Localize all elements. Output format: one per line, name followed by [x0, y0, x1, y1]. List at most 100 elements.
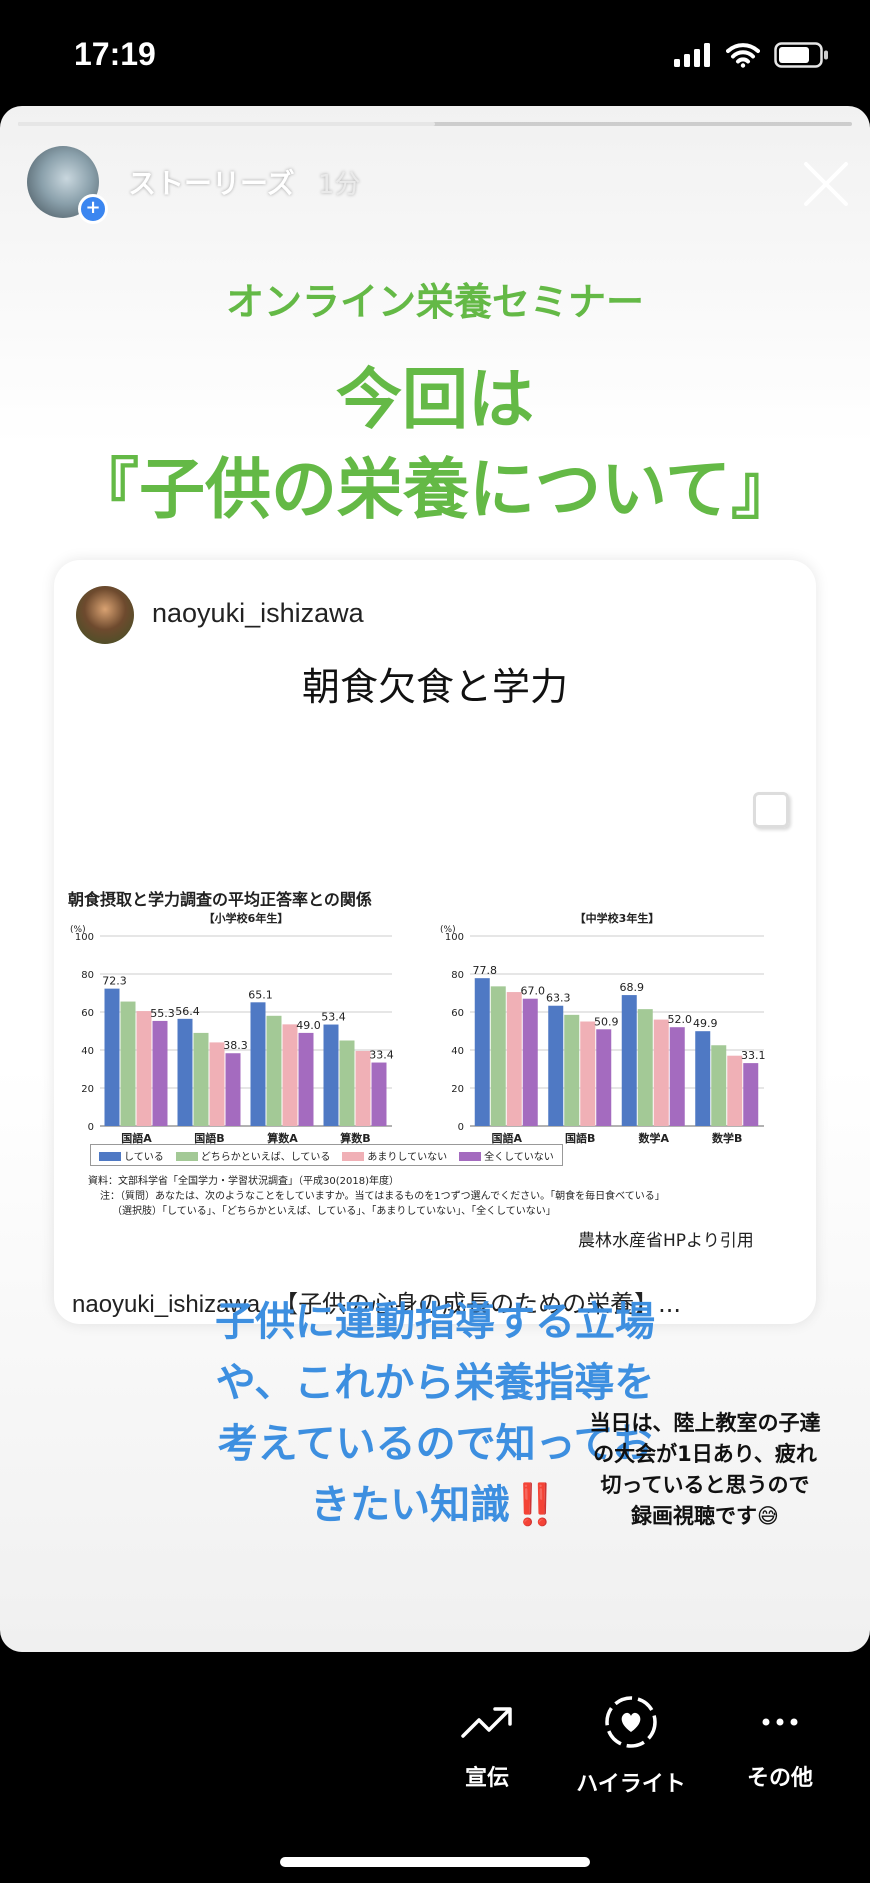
bar	[727, 1055, 743, 1126]
y-axis-unit: (%)	[70, 925, 86, 935]
y-tick-label: 40	[81, 1046, 94, 1057]
bar	[564, 1014, 580, 1126]
data-label: 38.3	[223, 1039, 248, 1052]
message-line-3: 考えているので知ってお	[217, 1421, 653, 1467]
legend-swatch	[175, 1152, 198, 1161]
data-label: 52.0	[668, 1013, 693, 1026]
post-username: naoyuki_ishizawa	[152, 598, 364, 628]
status-icons	[674, 42, 830, 68]
x-tick-label: 数学B	[712, 1131, 742, 1144]
heart-circle-icon	[605, 1696, 657, 1748]
message-line-2: や、これから栄養指導を	[215, 1360, 655, 1406]
promote-button[interactable]: 宣伝	[412, 1700, 562, 1792]
data-label: 33.4	[369, 1049, 394, 1062]
breakfast-score-chart: 【小学校6年生】 (%) 0 20 40 60 80 100 72.3 55.3 国語A 56.4 38…	[70, 912, 766, 1144]
bar	[152, 1020, 168, 1126]
post-slide-title: 朝食欠食と学力	[301, 665, 568, 709]
bar	[193, 1032, 209, 1126]
bar	[522, 998, 538, 1126]
chart-title: 【小学校6年生】	[204, 912, 289, 925]
data-label: 63.3	[546, 992, 571, 1005]
bar	[637, 1009, 653, 1126]
bar	[120, 1001, 136, 1126]
side-note-line-2: の大会が1日あり、疲れ	[593, 1442, 817, 1466]
y-tick-label: 0	[458, 1122, 464, 1133]
battery-icon	[774, 42, 828, 68]
x-tick-label: 国語A	[121, 1131, 152, 1144]
message-line-4-text: きたい知識	[310, 1482, 511, 1528]
chart-legend: している どちらかといえば、している あまりしていない 全くしていない	[90, 1144, 563, 1166]
bar	[355, 1050, 371, 1126]
post-author-avatar	[76, 586, 134, 644]
bar	[669, 1027, 685, 1126]
bar	[743, 1063, 759, 1126]
story-account-label[interactable]: ストーリーズ	[128, 167, 295, 200]
legend-label: あまりしていない	[367, 1151, 448, 1163]
data-label: 56.4	[175, 1005, 200, 1018]
bar	[266, 1015, 282, 1126]
post-caption: naoyuki_ishizawa 【子供の心身の成長のための栄養】...	[72, 1284, 681, 1319]
data-label: 50.9	[594, 1015, 619, 1028]
legend-item: 全くしていない	[459, 1148, 554, 1163]
story-view[interactable]: + ストーリーズ 1分 オンライン栄養セミナー 今回は 『子供の栄養について』 …	[0, 106, 870, 1652]
y-axis-unit: (%)	[440, 925, 456, 935]
bar	[474, 978, 490, 1126]
data-label: 33.1	[741, 1049, 766, 1062]
story-timestamp: 1分	[318, 170, 361, 200]
x-tick-label: 国語B	[194, 1131, 224, 1144]
message-line-4: きたい知識‼️	[0, 1472, 870, 1530]
multi-image-icon	[753, 792, 789, 828]
title-line-2: 『子供の栄養について』	[72, 451, 798, 528]
bar	[298, 1032, 314, 1126]
legend-label: 全くしていない	[484, 1151, 554, 1163]
signal-icon	[674, 43, 710, 67]
data-label: 49.0	[296, 1019, 321, 1032]
bar	[282, 1024, 298, 1126]
status-bar: 17:19	[0, 0, 870, 104]
highlight-button[interactable]: ハイライト	[556, 1696, 706, 1798]
x-tick-label: 算数A	[266, 1131, 298, 1144]
home-indicator[interactable]	[280, 1857, 590, 1867]
bar	[711, 1045, 727, 1126]
chart-title: 【中学校3年生】	[575, 912, 660, 925]
legend-swatch	[342, 1152, 365, 1161]
chart-note-options: （選択肢）「している」、「どちらかといえば、している」、「あまりしていない」、「…	[112, 1206, 556, 1217]
bar	[548, 1005, 564, 1126]
bar	[621, 995, 637, 1126]
y-tick-label: 80	[451, 970, 464, 981]
y-tick-label: 60	[81, 1008, 94, 1019]
x-tick-label: 国語A	[491, 1131, 522, 1144]
data-label: 77.8	[473, 964, 498, 977]
chart-note-source: 資料：文部科学省「全国学力・学習状況調査」（平成30(2018)年度）	[88, 1176, 399, 1187]
y-tick-label: 40	[451, 1046, 464, 1057]
highlight-label: ハイライト	[576, 1772, 686, 1797]
status-time: 17:19	[74, 36, 156, 72]
add-story-plus-icon[interactable]: +	[78, 194, 108, 224]
bar	[104, 988, 120, 1126]
data-label: 53.4	[321, 1011, 346, 1024]
story-progress-fill	[18, 122, 435, 126]
close-icon[interactable]	[800, 158, 852, 210]
bar	[580, 1021, 596, 1126]
data-label: 67.0	[521, 985, 546, 998]
caption-username: naoyuki_ishizawa	[72, 1291, 261, 1318]
chart-heading: 朝食摂取と学力調査の平均正答率との関係	[68, 890, 372, 909]
legend-label: している	[124, 1151, 164, 1163]
more-button[interactable]: その他	[705, 1700, 855, 1792]
promote-label: 宣伝	[464, 1766, 509, 1791]
title-line-1: 今回は	[336, 361, 534, 438]
double-exclamation-icon: ‼️	[510, 1482, 560, 1528]
y-tick-label: 100	[75, 932, 94, 943]
bar	[323, 1024, 339, 1126]
trend-arrow-icon	[461, 1707, 512, 1738]
y-tick-label: 100	[445, 932, 464, 943]
data-label: 72.3	[102, 975, 127, 988]
x-tick-label: 算数B	[339, 1131, 370, 1144]
data-label: 49.9	[693, 1017, 718, 1030]
y-tick-label: 20	[81, 1084, 94, 1095]
post-credit: 農林水産省HPより引用	[578, 1231, 754, 1251]
shared-post-card[interactable]: naoyuki_ishizawa 朝食欠食と学力 朝食摂取と学力調査の平均正答率…	[54, 560, 816, 1324]
legend-item: あまりしていない	[342, 1148, 447, 1163]
side-note: 当日は、陸上教室の子達 の大会が1日あり、疲れ 切っていると思うので 録画視聴で…	[560, 1408, 850, 1532]
y-tick-label: 20	[451, 1084, 464, 1095]
